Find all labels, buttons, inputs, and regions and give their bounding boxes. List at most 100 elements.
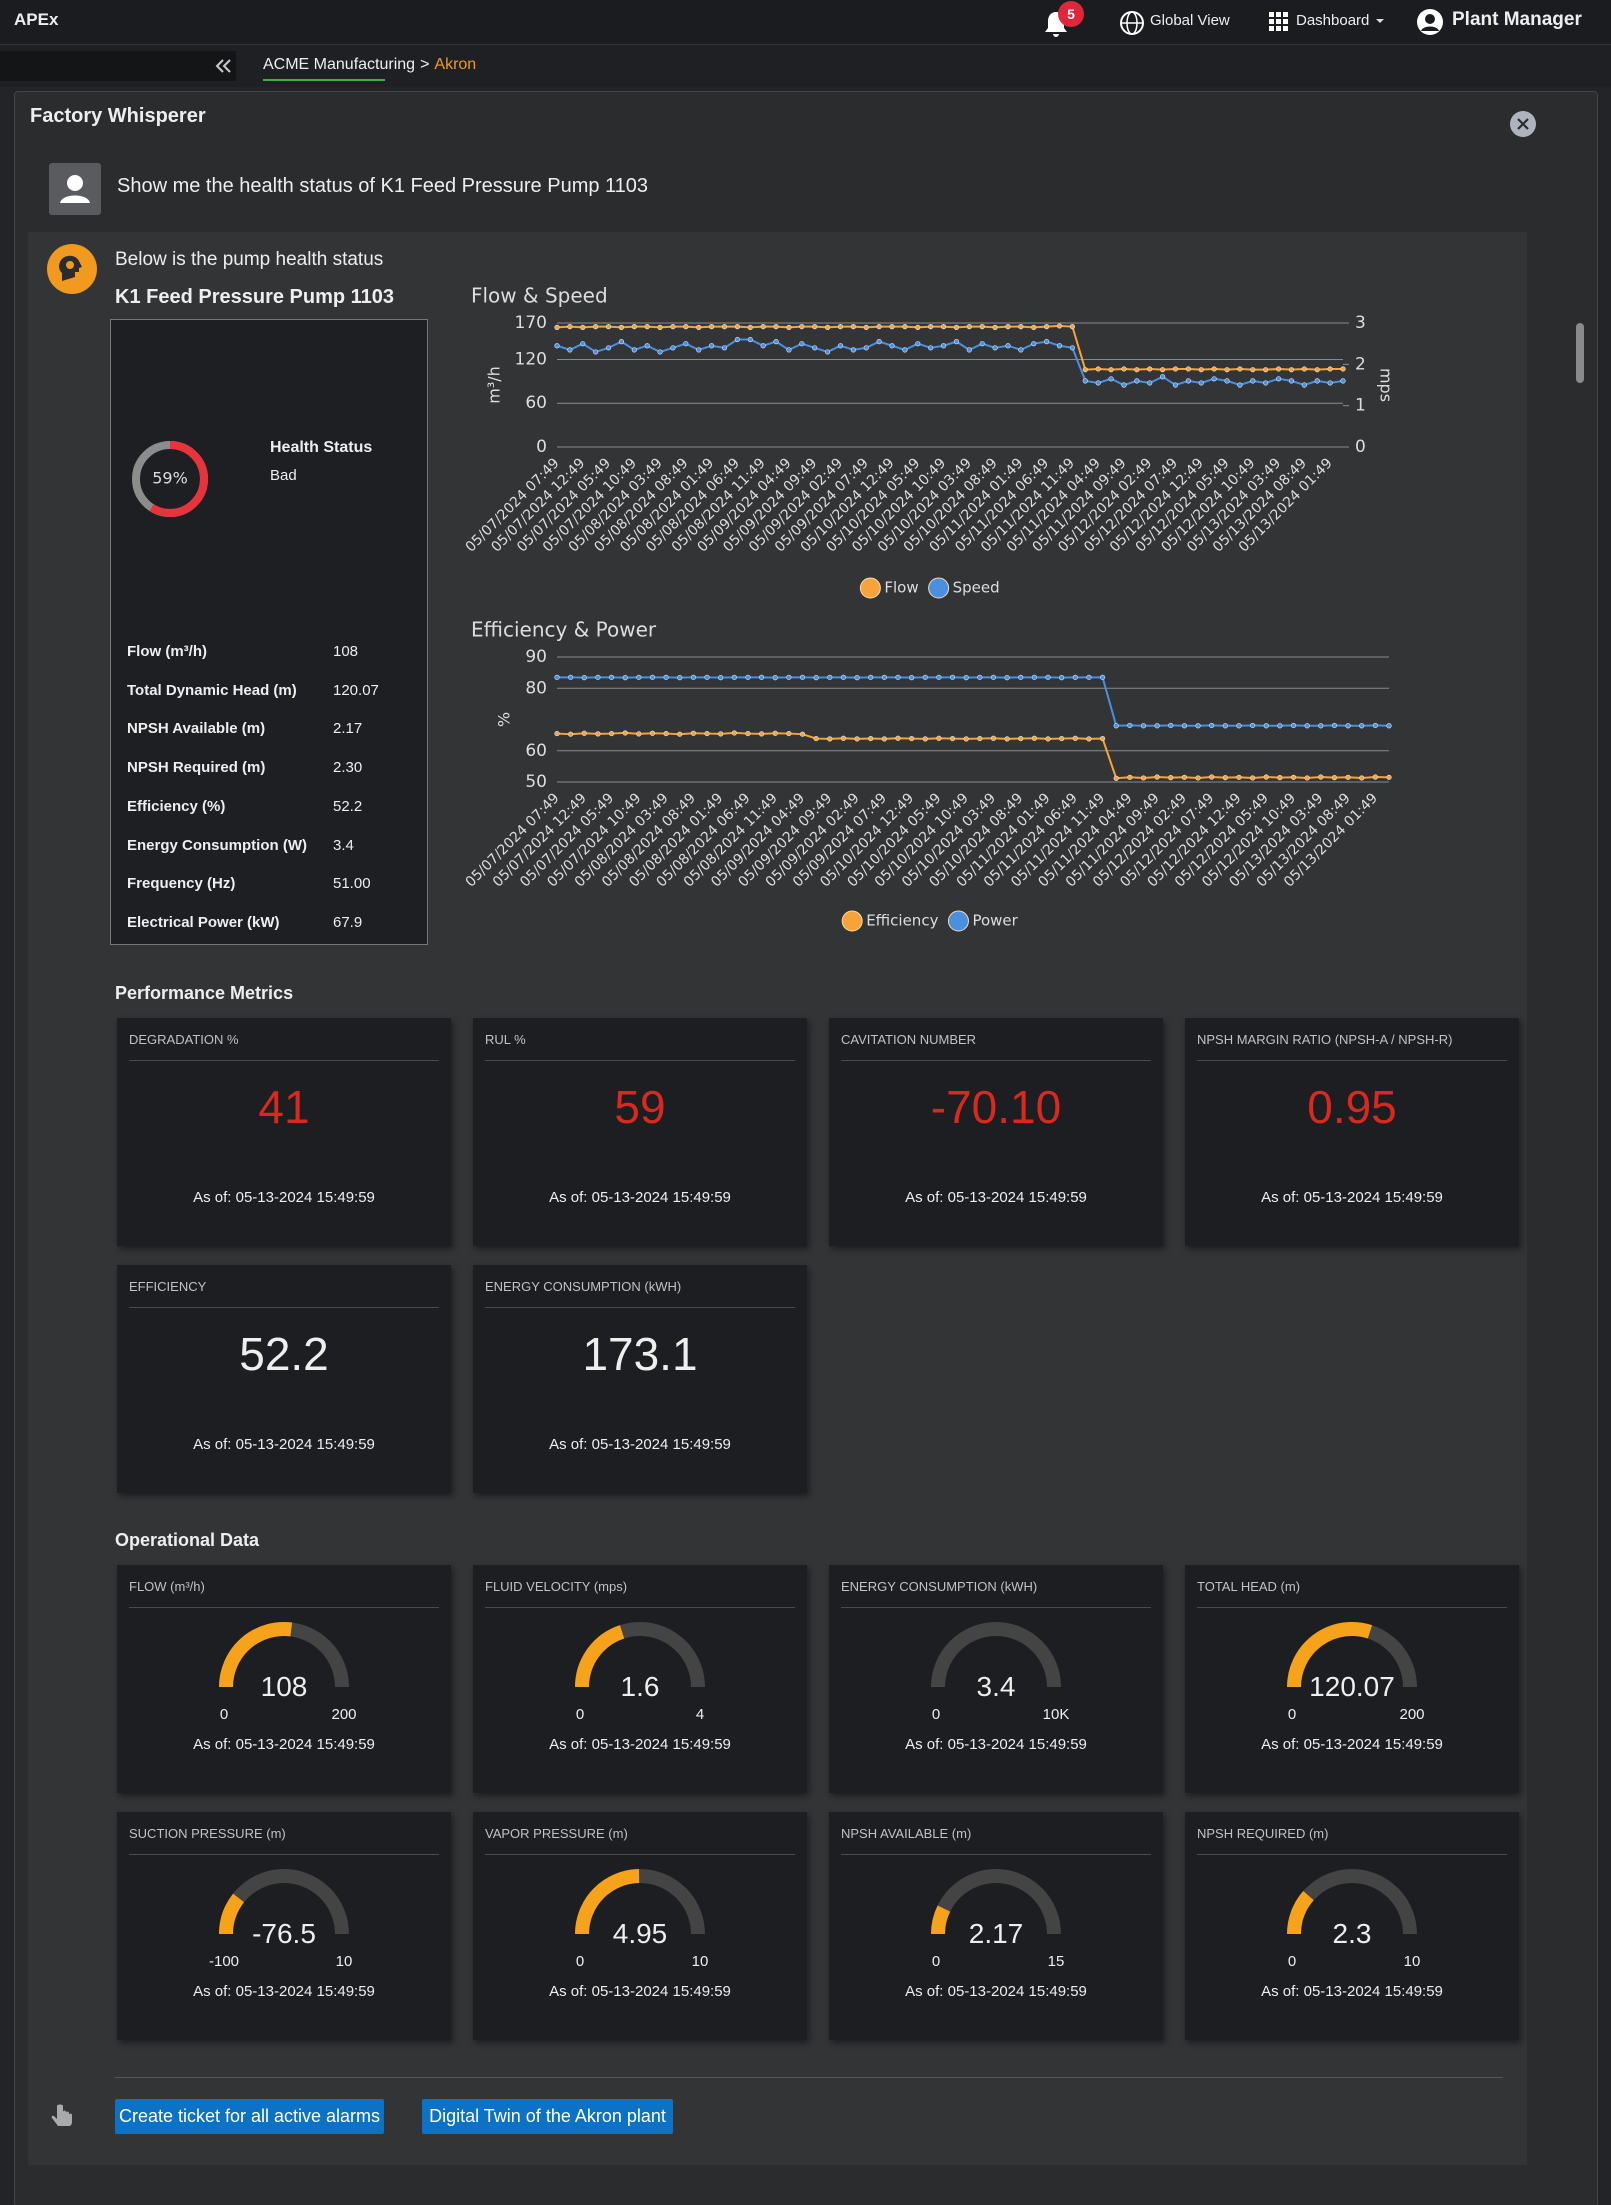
breadcrumb-site[interactable]: Akron	[434, 56, 477, 73]
collapse-icon[interactable]	[214, 57, 232, 75]
scrollbar-thumb[interactable]	[1576, 323, 1584, 383]
metric-card: ENERGY CONSUMPTION (kWH) 173.1 As of: 05-1…	[473, 1265, 807, 1493]
detail-value: 52.2	[333, 797, 363, 815]
metric-card: VAPOR PRESSURE (m) 4.95 0 10 As of: 05-13-20…	[473, 1812, 807, 2040]
section-title: Operational Data	[115, 1530, 260, 1550]
as-of: As of: 05-13-2024 15:49:59	[193, 1436, 375, 1453]
as-of: As of: 05-13-2024 15:49:59	[193, 1736, 375, 1753]
card-rule	[129, 1307, 439, 1308]
as-of: As of: 05-13-2024 15:49:59	[1261, 1189, 1443, 1206]
metric-value: 173.1	[582, 1328, 698, 1380]
breadcrumb: ACME Manufacturing > Akron	[263, 56, 476, 74]
card-title: CAVITATION NUMBER	[841, 1032, 977, 1047]
globe-icon	[1120, 11, 1144, 35]
user-icon[interactable]	[1416, 8, 1444, 36]
gauge-max: 10	[691, 1953, 709, 1970]
metric-value: 41	[258, 1081, 310, 1133]
card-rule	[485, 1607, 795, 1608]
section-title: Performance Metrics	[115, 983, 294, 1003]
gauge-value-label: 1.6	[620, 1671, 660, 1702]
detail-label: NPSH Available (m)	[127, 720, 266, 738]
reply-intro: Below is the pump health status	[115, 249, 384, 270]
card-title: VAPOR PRESSURE (m)	[485, 1826, 628, 1841]
gauge-value-label: 3.4	[976, 1671, 1016, 1702]
detail-value: 2.30	[333, 759, 363, 777]
gauge-max: 200	[1399, 1706, 1425, 1723]
as-of: As of: 05-13-2024 15:49:59	[905, 1983, 1087, 2000]
detail-value: 2.17	[333, 720, 363, 738]
as-of: As of: 05-13-2024 15:49:59	[193, 1983, 375, 2000]
metric-card: NPSH MARGIN RATIO (NPSH-A / NPSH-R) 0.95 A…	[1185, 1018, 1519, 1246]
pump-details-box	[110, 319, 428, 945]
card-rule	[129, 1060, 439, 1061]
sidebar-toggle-area	[0, 51, 236, 81]
metric-card: CAVITATION NUMBER -70.10 As of: 05-13-2024…	[829, 1018, 1163, 1246]
gauge-max: 10K	[1042, 1706, 1070, 1723]
detail-value: 3.4	[333, 836, 354, 854]
metric-card: DEGRADATION % 41 As of: 05-13-2024 15:49:5…	[117, 1018, 451, 1246]
detail-label: Energy Consumption (W)	[127, 836, 307, 854]
gauge-value-label: -76.5	[252, 1918, 316, 1949]
user-avatar	[49, 163, 101, 215]
card-rule	[841, 1607, 1151, 1608]
metric-card: NPSH AVAILABLE (m) 2.17 0 15 As of: 05-13-20…	[829, 1812, 1163, 2040]
gauge-max: 4	[695, 1706, 705, 1723]
app-name[interactable]: APEx	[14, 10, 59, 29]
as-of: As of: 05-13-2024 15:49:59	[193, 1189, 375, 1206]
gauge-max: 200	[331, 1706, 357, 1723]
card-title: TOTAL HEAD (m)	[1197, 1579, 1301, 1594]
gauge-value-label: 4.95	[612, 1918, 668, 1949]
as-of: As of: 05-13-2024 15:49:59	[549, 1736, 731, 1753]
detail-value: 108	[333, 643, 359, 660]
gauge-value-label: 108	[260, 1671, 308, 1702]
metric-card: FLUID VELOCITY (mps) 1.6 0 4 As of: 05-13-20…	[473, 1565, 807, 1793]
action-button[interactable]: Digital Twin of the Akron plant	[422, 2099, 673, 2134]
gauge-min: -100	[208, 1953, 240, 1970]
close-button[interactable]	[1509, 110, 1537, 138]
top-bar	[0, 0, 1611, 45]
user-name[interactable]: Plant Manager	[1452, 9, 1582, 30]
gauge-max: 15	[1047, 1953, 1065, 1970]
action-button[interactable]: Create ticket for all active alarms	[115, 2099, 384, 2134]
hand-icon	[51, 2104, 72, 2126]
metric-value: 59	[614, 1081, 666, 1133]
metric-card: RUL % 59 As of: 05-13-2024 15:49:59	[473, 1018, 807, 1246]
metric-card: FLOW (m³/h) 108 0 200 As of: 05-13-2024 15:4…	[117, 1565, 451, 1793]
breadcrumb-separator: >	[420, 56, 430, 73]
detail-value: 51.00	[333, 875, 371, 893]
breadcrumb-org[interactable]: ACME Manufacturing	[263, 56, 416, 73]
card-title: ENERGY CONSUMPTION (kWH)	[485, 1279, 682, 1294]
gauge-min: 0	[931, 1706, 941, 1723]
pump-name: K1 Feed Pressure Pump 1103	[115, 286, 395, 308]
card-title: NPSH AVAILABLE (m)	[841, 1826, 972, 1841]
card-title: SUCTION PRESSURE (m)	[129, 1826, 286, 1841]
metric-card: NPSH REQUIRED (m) 2.3 0 10 As of: 05-13-2024…	[1185, 1812, 1519, 2040]
detail-label: Efficiency (%)	[127, 797, 226, 815]
card-title: EFFICIENCY	[129, 1279, 207, 1294]
as-of: As of: 05-13-2024 15:49:59	[549, 1983, 731, 2000]
metric-card: ENERGY CONSUMPTION (kWH) 3.4 0 10K As of: 05…	[829, 1565, 1163, 1793]
card-title: DEGRADATION %	[129, 1032, 239, 1047]
as-of: As of: 05-13-2024 15:49:59	[905, 1189, 1087, 1206]
card-rule	[485, 1854, 795, 1855]
caret-icon	[1376, 19, 1384, 23]
gauge-max: 10	[335, 1953, 353, 1970]
gauge-min: 0	[1287, 1953, 1297, 1970]
separator	[115, 2077, 1503, 2078]
detail-value: 67.9	[333, 913, 363, 931]
dashboard-link[interactable]: Dashboard	[1296, 12, 1370, 29]
metric-value: 0.95	[1307, 1081, 1397, 1133]
notification-badge[interactable]: 5	[1058, 1, 1084, 27]
metric-card: SUCTION PRESSURE (m) -76.5 -100 10 As of: 05…	[117, 1812, 451, 2040]
detail-label: Flow (m³/h)	[127, 643, 207, 660]
global-view-link[interactable]: Global View	[1150, 12, 1230, 29]
card-rule	[485, 1307, 795, 1308]
card-rule	[129, 1854, 439, 1855]
breadcrumb-underline	[263, 79, 385, 81]
panel-title: Factory Whisperer	[30, 105, 206, 127]
gauge-value-label: 2.3	[1332, 1918, 1372, 1949]
card-title: NPSH REQUIRED (m)	[1197, 1826, 1329, 1841]
metric-value: 52.2	[239, 1328, 329, 1380]
as-of: As of: 05-13-2024 15:49:59	[905, 1736, 1087, 1753]
